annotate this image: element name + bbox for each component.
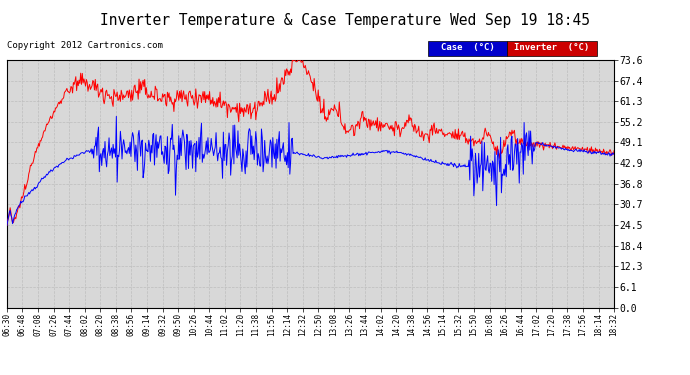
Text: Copyright 2012 Cartronics.com: Copyright 2012 Cartronics.com (7, 41, 163, 50)
Text: Inverter  (°C): Inverter (°C) (514, 43, 590, 52)
Text: Case  (°C): Case (°C) (441, 43, 494, 52)
Text: Inverter Temperature & Case Temperature Wed Sep 19 18:45: Inverter Temperature & Case Temperature … (100, 13, 590, 28)
